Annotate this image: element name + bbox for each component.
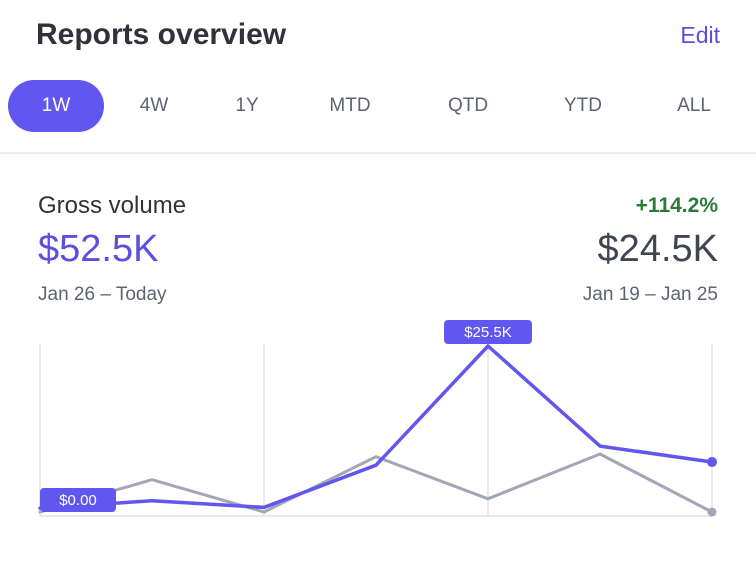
current-value: $52.5K xyxy=(38,228,159,270)
current-date-range: Jan 26 – Today xyxy=(38,284,167,305)
previous-period-end-point xyxy=(707,507,717,517)
metric-label: Gross volume xyxy=(38,192,187,219)
tab-mtd[interactable]: MTD xyxy=(329,95,371,116)
edit-button[interactable]: Edit xyxy=(680,22,720,48)
change-percent: +114.2% xyxy=(635,194,718,217)
tab-1w[interactable]: 1W xyxy=(8,80,104,132)
period-tabs: 1W 4W 1Y MTD QTD YTD ALL xyxy=(8,80,748,132)
max-value-tag: $25.5K xyxy=(444,320,532,344)
previous-value: $24.5K xyxy=(597,228,718,270)
max-value-label: $25.5K xyxy=(464,324,512,341)
current-period-line xyxy=(38,344,714,510)
min-value-tag: $0.00 xyxy=(40,488,116,512)
tab-qtd[interactable]: QTD xyxy=(447,95,489,116)
max-value-tag-bg xyxy=(444,320,532,344)
previous-period-line xyxy=(38,452,714,514)
previous-date-range: Jan 19 – Jan 25 xyxy=(582,284,718,305)
tab-4w[interactable]: 4W xyxy=(139,95,169,116)
series-layer xyxy=(38,344,717,517)
tab-all[interactable]: ALL xyxy=(677,95,711,116)
current-period-end-point xyxy=(707,456,717,467)
tab-1y[interactable]: 1Y xyxy=(235,95,259,116)
chart-grid xyxy=(39,344,713,517)
min-value-label: $0.00 xyxy=(59,492,97,509)
divider xyxy=(0,152,756,154)
page-title: Reports overview xyxy=(36,18,287,51)
min-value-tag-bg xyxy=(40,488,116,512)
tab-ytd[interactable]: YTD xyxy=(564,95,602,116)
